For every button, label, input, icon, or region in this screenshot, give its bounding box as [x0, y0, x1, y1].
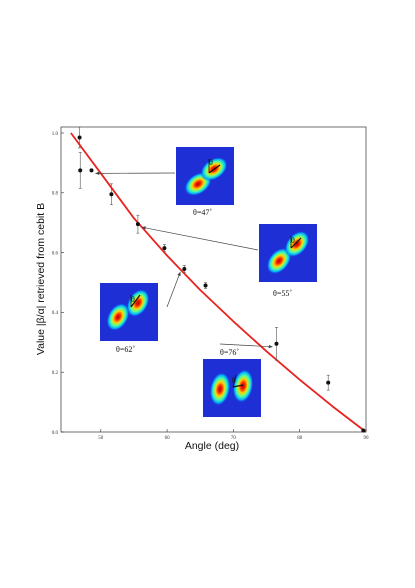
inset-image-47: θ — [176, 147, 234, 205]
annotation-label-76: θ=76˚ — [220, 348, 239, 357]
fit-line — [70, 132, 367, 433]
y-tick-label-0.8: 0.8 — [52, 192, 59, 197]
y-tick-label-0.6: 0.6 — [52, 251, 59, 256]
inset-theta-55: θ — [291, 236, 295, 245]
plot-frame — [60, 126, 367, 433]
inset-image-62: θ — [100, 283, 158, 341]
y-tick-label-1.0: 1.0 — [52, 132, 59, 137]
points-layer — [77, 126, 366, 433]
ticks-layer: 50 60 70 80 90 0.0 0.2 0.4 0.6 0.8 1.0 — [52, 132, 369, 441]
arrows-layer — [95, 171, 273, 349]
data-point-9 — [326, 380, 331, 385]
data-point-8 — [274, 341, 279, 346]
inset-theta-76: θ — [232, 376, 236, 385]
inset-image-76: θ — [203, 359, 261, 417]
inset-theta-47: θ — [209, 158, 213, 167]
data-point-3 — [109, 192, 114, 197]
x-tick-label-70: 70 — [231, 436, 237, 441]
line-layer — [70, 132, 367, 433]
x-axis-label: Angle (deg) — [185, 440, 239, 452]
data-point-10 — [361, 428, 366, 433]
y-axis-label: Value |β/α| retrieved from cebit B — [35, 203, 47, 355]
inset-theta-62: θ — [131, 295, 135, 304]
annotation-label-62: θ=62˚ — [116, 345, 135, 354]
annotation-arrow-1 — [141, 226, 259, 251]
annotation-arrow-3 — [219, 343, 273, 349]
inset-image-55: θ — [259, 224, 317, 282]
y-tick-label-0.4: 0.4 — [52, 311, 59, 316]
x-tick-label-80: 80 — [297, 436, 303, 441]
data-point-7 — [203, 283, 208, 288]
x-tick-label-90: 90 — [364, 436, 370, 441]
data-point-0 — [77, 135, 82, 140]
data-point-1 — [78, 168, 83, 173]
data-point-4 — [135, 222, 140, 227]
x-tick-label-60: 60 — [165, 436, 171, 441]
y-tick-label-0.0: 0.0 — [52, 431, 59, 436]
data-point-2 — [89, 168, 94, 173]
annotation-label-55: θ=55˚ — [273, 289, 292, 298]
x-tick-label-50: 50 — [98, 436, 104, 441]
annotation-arrow-2 — [166, 271, 181, 308]
annotation-label-47: θ=47˚ — [193, 208, 212, 217]
data-point-5 — [162, 246, 167, 251]
data-point-6 — [182, 267, 187, 272]
y-tick-label-0.2: 0.2 — [52, 371, 59, 376]
